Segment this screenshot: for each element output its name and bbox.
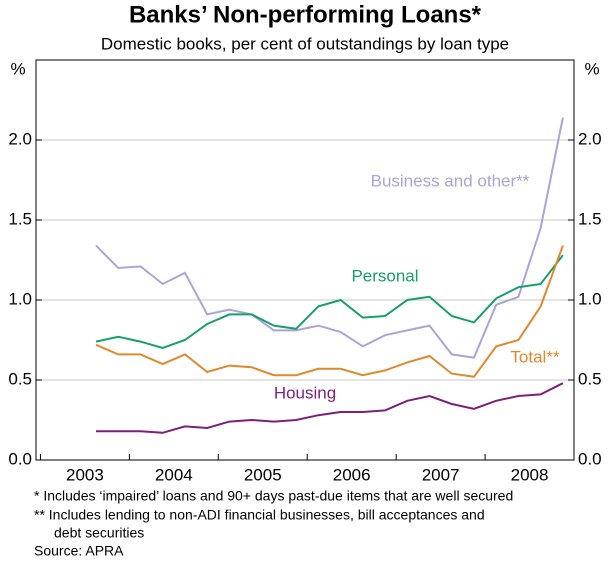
y2-tick-label: 0.5 (578, 369, 602, 388)
y-tick-label: 0.0 (8, 449, 32, 468)
y-tick-label: 1.5 (8, 209, 32, 228)
series-line (96, 382, 564, 434)
x-tick-label: 2003 (66, 465, 104, 484)
series-label: Business and other** (371, 171, 530, 190)
series-line (95, 254, 564, 350)
y2-tick-label: 1.0 (578, 289, 602, 308)
footnote: * Includes ‘impaired’ loans and 90+ days… (34, 488, 513, 504)
y2-axis-label: % (584, 59, 599, 78)
y-tick-label: 1.0 (8, 289, 32, 308)
x-tick-label: 2008 (511, 465, 549, 484)
y-tick-label: 0.5 (8, 369, 32, 388)
y-axis-label: % (10, 59, 25, 78)
x-tick-label: 2004 (155, 465, 193, 484)
plot-frame (35, 59, 575, 461)
series-label: Housing (274, 383, 336, 402)
chart-title: Banks’ Non-performing Loans* (129, 1, 482, 28)
y2-tick-label: 1.5 (578, 209, 602, 228)
x-tick-label: 2005 (244, 465, 282, 484)
footnote: debt securities (54, 525, 144, 541)
chart-subtitle: Domestic books, per cent of outstandings… (101, 34, 509, 53)
series-label: Personal (351, 266, 418, 285)
footnote: ** Includes lending to non-ADI financial… (34, 507, 485, 523)
y2-tick-label: 2.0 (578, 129, 602, 148)
source: Source: APRA (34, 543, 124, 559)
x-tick-label: 2007 (422, 465, 460, 484)
series-line (95, 117, 564, 359)
y2-tick-label: 0.0 (578, 449, 602, 468)
series-line (95, 245, 564, 378)
y-tick-label: 2.0 (8, 129, 32, 148)
series-label: Total** (510, 347, 560, 366)
x-tick-label: 2006 (333, 465, 371, 484)
